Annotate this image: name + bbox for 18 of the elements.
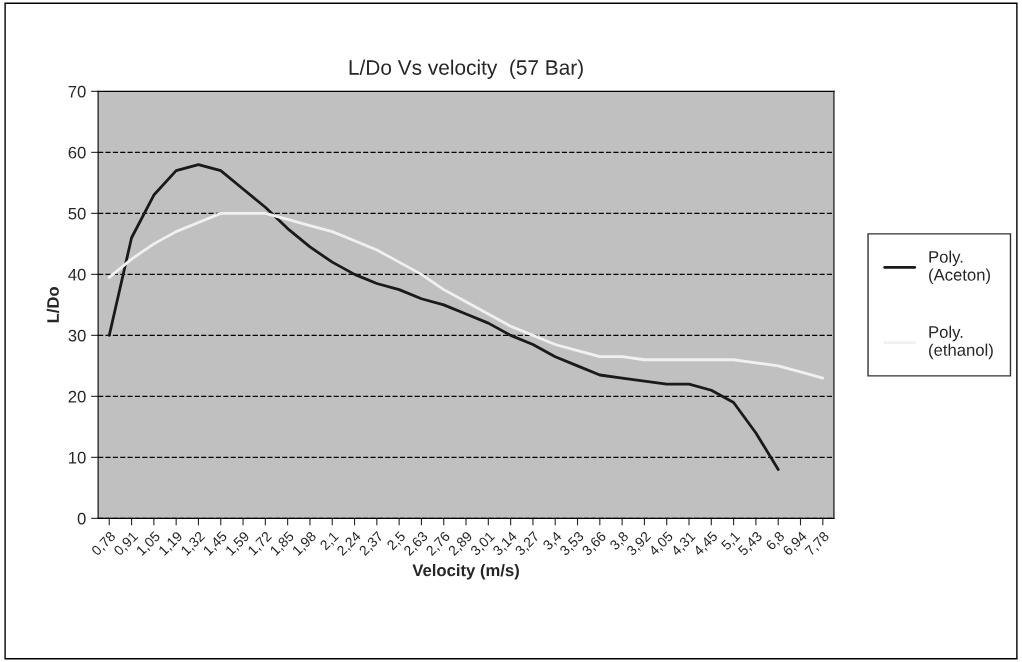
line-series [107, 211, 825, 380]
y-tick-label: 50 [68, 207, 86, 220]
y-tick-label: 0 [77, 512, 86, 525]
line-series [107, 163, 780, 471]
y-tick-label: 40 [68, 268, 86, 281]
x-axis-title: Velocity (m/s) [412, 563, 519, 580]
legend-label: Poly. (Aceton) [929, 250, 990, 285]
chart-title: L/Do Vs velocity (57 Bar) [349, 59, 583, 80]
y-tick-label: 30 [68, 329, 86, 342]
y-tick-label: 60 [68, 146, 86, 159]
y-tick-label: 10 [69, 451, 86, 464]
legend-label: Poly. (ethanol) [929, 325, 993, 360]
x-tick-label: 3,66 [581, 530, 608, 558]
x-tick-label: 5,43 [737, 530, 764, 558]
x-tick-label: 7,78 [804, 530, 831, 558]
y-tick-label: 20 [68, 390, 86, 403]
y-tick-label: 70 [68, 85, 86, 98]
y-axis-title: L/Do [46, 286, 60, 323]
